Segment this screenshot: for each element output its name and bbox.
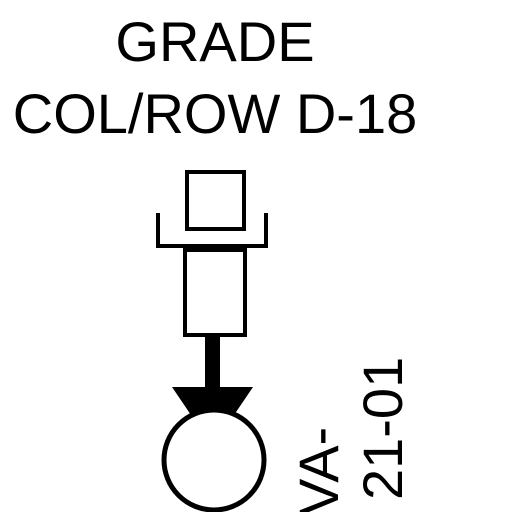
tag-number: 21-01 [351, 357, 414, 500]
upper-box [185, 170, 246, 231]
valve-body [172, 387, 253, 418]
stem [205, 335, 220, 387]
lower-box [183, 248, 247, 337]
grade-label: GRADE [115, 10, 314, 73]
valve-circle [161, 407, 267, 512]
bracket [156, 213, 268, 248]
col-row-label: COL/ROW D-18 [13, 82, 418, 145]
tag-prefix: VA- [287, 427, 350, 512]
